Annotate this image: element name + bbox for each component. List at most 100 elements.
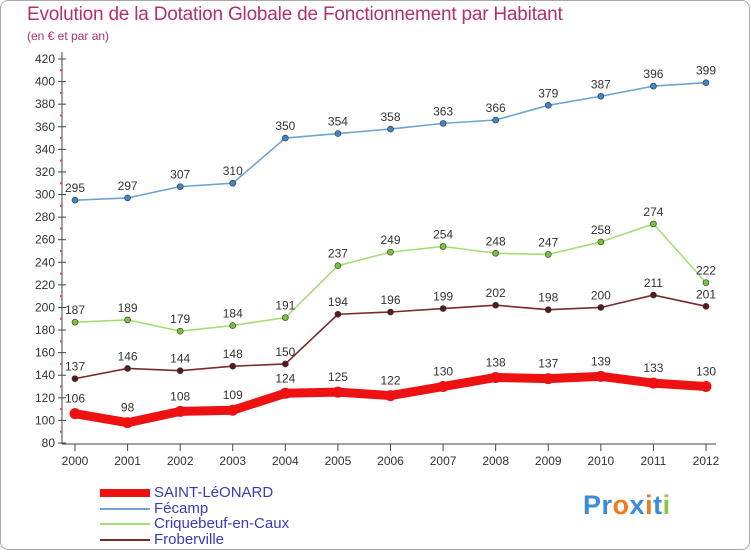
data-point	[176, 327, 184, 335]
data-label: 108	[170, 389, 190, 403]
data-point	[542, 373, 554, 385]
data-point	[229, 179, 237, 187]
y-minor-tick	[60, 430, 62, 433]
y-tick-label: 300	[35, 188, 55, 202]
data-label: 399	[696, 64, 716, 78]
y-tick-label: 140	[35, 368, 55, 382]
y-minor-tick	[60, 69, 62, 72]
data-label: 201	[696, 287, 716, 301]
data-point	[334, 130, 342, 137]
data-label: 184	[223, 307, 243, 321]
logo-letter: x	[629, 490, 646, 520]
data-label: 237	[328, 247, 348, 261]
data-point	[334, 310, 342, 318]
y-minor-tick	[60, 137, 62, 140]
data-label: 387	[591, 77, 611, 91]
x-tick-label: 2012	[693, 454, 720, 468]
data-point	[597, 238, 605, 246]
series-line	[74, 294, 707, 380]
y-tick-label: 160	[35, 346, 55, 360]
data-label: 274	[643, 205, 663, 219]
data-label: 138	[486, 355, 506, 369]
data-label: 297	[118, 179, 138, 193]
x-tick-label: 2008	[482, 454, 509, 468]
x-tick-label: 2011	[641, 454, 667, 468]
data-point	[124, 316, 131, 324]
data-point	[437, 381, 449, 393]
y-tick-label: 320	[35, 165, 55, 179]
y-minor-tick	[60, 91, 62, 94]
series-criquebeuf-en-caux: 187 189 179 184 191 237 249 254 248 247 258 274 222	[65, 205, 716, 335]
data-point	[597, 304, 605, 311]
data-label: 137	[538, 357, 558, 371]
chart-title: Evolution de la Dotation Globale de Fonc…	[27, 4, 563, 25]
data-point	[124, 194, 131, 202]
data-label: 144	[170, 352, 190, 366]
data-label: 122	[380, 374, 400, 388]
data-point	[279, 387, 291, 399]
data-label: 125	[328, 370, 348, 384]
data-point	[702, 303, 710, 310]
data-label: 258	[591, 223, 611, 237]
y-minor-tick	[60, 362, 62, 365]
data-point	[544, 306, 552, 314]
data-label: 358	[380, 110, 400, 124]
y-tick-label: 200	[35, 300, 55, 314]
series-line	[74, 81, 707, 201]
y-minor-tick	[60, 385, 62, 388]
legend-swatch	[100, 507, 150, 510]
data-label: 307	[170, 168, 190, 182]
y-minor-tick	[60, 408, 62, 411]
data-point	[439, 305, 447, 312]
data-label: 191	[275, 299, 295, 313]
data-point	[387, 248, 394, 256]
y-minor-tick	[60, 114, 62, 117]
x-tick-label: 2005	[325, 454, 352, 468]
y-tick-label: 260	[35, 233, 55, 247]
data-label: 366	[486, 101, 506, 115]
data-point	[650, 82, 657, 90]
data-label: 98	[121, 401, 135, 415]
data-point	[282, 360, 289, 368]
data-point	[176, 367, 184, 375]
y-minor-tick	[60, 182, 62, 185]
data-point	[702, 79, 710, 87]
data-label: 363	[433, 104, 453, 118]
data-label: 198	[538, 291, 558, 305]
data-point	[700, 381, 712, 393]
data-label: 350	[275, 119, 295, 133]
data-point	[544, 102, 552, 109]
x-tick-label: 2007	[430, 454, 457, 468]
data-point	[282, 134, 289, 142]
data-point	[174, 405, 186, 417]
y-minor-tick	[60, 295, 62, 298]
logo-letter: t	[653, 490, 663, 520]
legend-label: SAINT-LéONARD	[154, 484, 274, 501]
data-point	[492, 301, 499, 309]
data-point	[544, 251, 552, 258]
data-point	[227, 404, 239, 416]
data-point	[595, 370, 607, 382]
data-label: 133	[643, 361, 663, 375]
data-point	[229, 322, 237, 329]
x-tick-label: 2000	[62, 454, 89, 468]
data-label: 194	[328, 295, 348, 309]
data-label: 222	[696, 264, 716, 278]
legend-label: Criquebeuf-en-Caux	[154, 515, 290, 532]
x-tick-label: 2006	[377, 454, 404, 468]
y-minor-tick	[60, 317, 62, 320]
data-point	[71, 375, 79, 382]
data-point	[334, 262, 342, 269]
data-label: 179	[170, 312, 190, 326]
y-tick-label: 380	[35, 97, 55, 111]
data-label: 354	[328, 115, 348, 129]
x-tick-label: 2003	[219, 454, 246, 468]
data-label: 137	[65, 360, 85, 374]
data-point	[69, 408, 81, 420]
x-tick-label: 2002	[167, 454, 194, 468]
chart-subtitle: (en € et par an)	[27, 29, 110, 43]
y-tick-label: 80	[42, 436, 56, 450]
data-point	[439, 120, 447, 127]
data-point	[439, 243, 447, 250]
